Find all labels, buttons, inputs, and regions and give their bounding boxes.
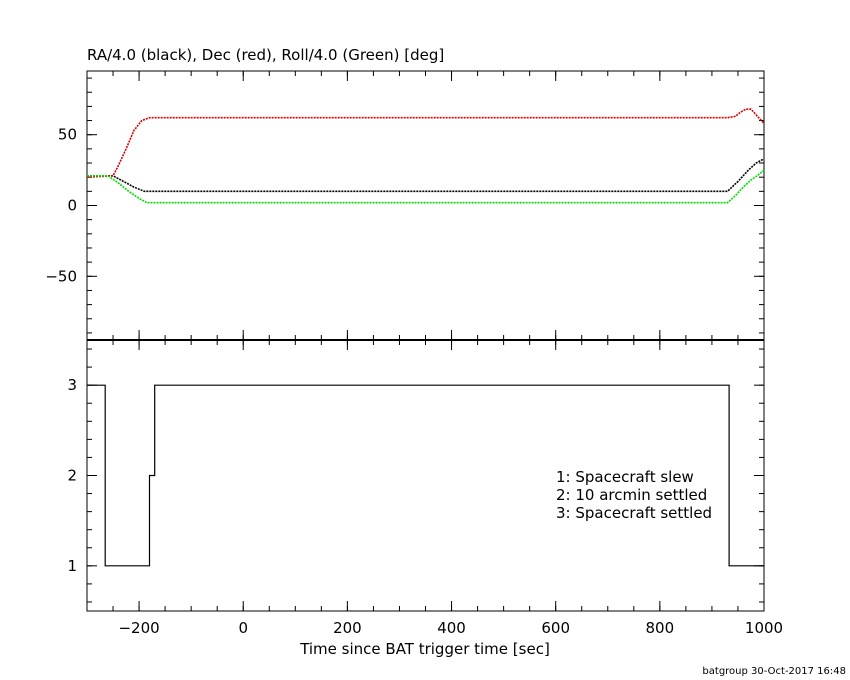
annotation-spacecraft-slew: 1: Spacecraft slew [556,468,694,486]
top-ytick-label: −50 [45,267,77,285]
x-axis-label: Time since BAT trigger time [sec] [299,640,550,658]
xtick-label: 1000 [745,619,783,637]
top-series-line-2 [87,169,765,204]
xtick-label: 200 [333,619,362,637]
bottom-ytick-label: 3 [67,376,77,394]
xtick-label: 800 [646,619,675,637]
annotation-spacecraft-settled: 3: Spacecraft settled [556,504,712,522]
footer-stamp: batgroup 30-Oct-2017 16:48 [702,666,846,677]
top-ytick-label: 50 [58,126,77,144]
xtick-label: 400 [437,619,466,637]
bottom-ytick-label: 2 [67,467,77,485]
top-series-line-0 [87,158,765,193]
top-ytick-label: 0 [67,197,77,215]
xtick-label: 0 [238,619,248,637]
top-panel-frame [86,70,765,341]
top-panel-series [86,108,765,204]
bottom-series-line-0 [87,384,764,567]
annotation-10-arcmin-settled: 2: 10 arcmin settled [556,486,707,504]
xtick-label: −200 [118,619,159,637]
top-series-line-1 [86,108,765,178]
xtick-label: 600 [541,619,570,637]
chart-title: RA/4.0 (black), Dec (red), Roll/4.0 (Gre… [87,46,444,64]
bottom-panel-series [87,384,764,567]
top-panel-ticks: −50 0 50 [45,71,765,340]
bottom-ytick-label: 1 [67,557,77,575]
